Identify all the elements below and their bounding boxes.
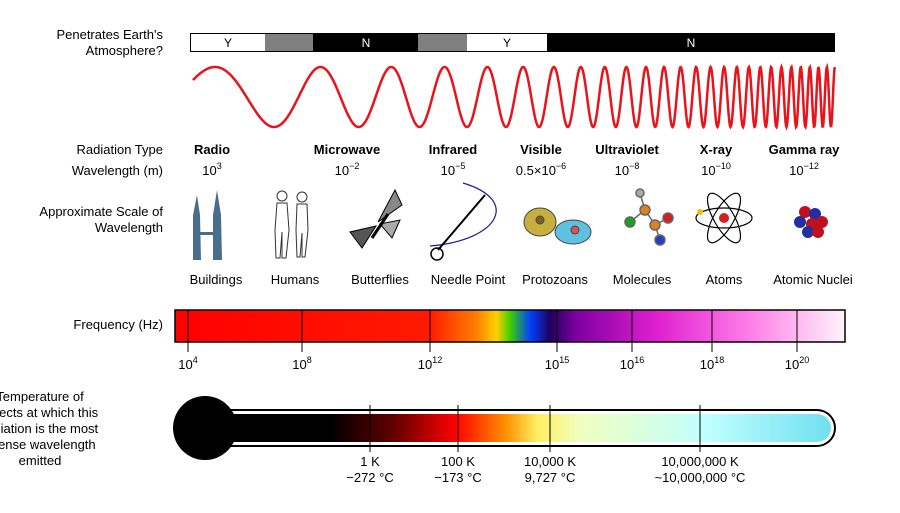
wavelength-base: 10 <box>614 163 630 178</box>
icon-molecule <box>624 188 674 246</box>
frequency-tick-base: 10 <box>619 357 635 372</box>
frequency-tick: 108 <box>292 355 312 373</box>
radiation-type-label: Radiation Type <box>76 142 164 157</box>
wavelength-base: 10 <box>334 163 350 178</box>
wavelength-exponent: 3 <box>216 161 222 171</box>
wavelength: 10−10 <box>701 161 731 179</box>
scale-item: Humans <box>270 272 320 287</box>
scale-item: Needle Point <box>430 272 506 287</box>
wavelength-exponent: −6 <box>555 161 567 171</box>
wavelength-exponent: −10 <box>715 161 731 171</box>
frequency-tick: 1015 <box>544 355 570 373</box>
frequency-tick: 1016 <box>619 355 645 373</box>
icon-needle <box>429 182 497 261</box>
temperature-celsius: −173 °C <box>434 470 482 485</box>
frequency-tick-exponent: 12 <box>432 355 443 365</box>
frequency-tick: 1012 <box>417 355 443 373</box>
frequency-tick-base: 10 <box>417 357 433 372</box>
frequency-tick-exponent: 20 <box>799 355 810 365</box>
wavelength-exponent: −8 <box>629 161 640 171</box>
frequency-tick-base: 10 <box>178 357 193 372</box>
icon-nucleus <box>794 206 828 238</box>
scale-item: Atomic Nuclei <box>773 272 853 287</box>
frequency-tick: 1018 <box>699 355 725 373</box>
radiation-type: Microwave <box>313 142 381 157</box>
frequency-tick: 1020 <box>784 355 810 373</box>
scale-item: Protozoans <box>522 272 588 287</box>
wavelength-base: 10 <box>440 163 456 178</box>
wavelength-base: 0.5×10 <box>515 163 556 178</box>
scale-label: Approximate Scale of Wavelength <box>39 204 163 235</box>
temperature-label: Temperature of objects at which this rad… <box>0 389 99 468</box>
icon-atom <box>695 192 753 244</box>
temperature-celsius: 9,727 °C <box>524 470 576 485</box>
radiation-type: Infrared <box>428 142 478 157</box>
frequency-tick-base: 10 <box>544 357 560 372</box>
frequency-tick-base: 10 <box>292 357 307 372</box>
scale-item: Butterflies <box>351 272 409 287</box>
frequency-bar <box>174 309 846 343</box>
wavelength-exponent: −2 <box>349 161 360 171</box>
temperature-celsius: −272 °C <box>346 470 394 485</box>
atmosphere-label: Penetrates Earth's Atmosphere? <box>56 27 163 58</box>
scale-item: Molecules <box>612 272 672 287</box>
wavelength-label: Wavelength (m) <box>71 163 163 178</box>
temperature-bar <box>173 396 836 460</box>
frequency-ticks <box>187 310 798 352</box>
wavelength: 10−2 <box>334 161 360 179</box>
frequency-tick-exponent: 16 <box>634 355 645 365</box>
wavelength: 0.5×10−6 <box>515 161 567 179</box>
frequency-label: Frequency (Hz) <box>73 317 163 332</box>
frequency-tick-base: 10 <box>699 357 715 372</box>
radiation-type: X-ray <box>699 142 733 157</box>
temperature-celsius: ~10,000,000 °C <box>654 470 746 485</box>
atmosphere-segment: Y <box>502 36 512 50</box>
radiation-type: Radio <box>193 142 231 157</box>
temperature-kelvin: 100 K <box>441 454 475 469</box>
wavelength-base: 10 <box>789 163 804 178</box>
temperature-ticks <box>369 405 701 452</box>
wavelength-exponent: −5 <box>455 161 466 171</box>
scale-item: Atoms <box>705 272 743 287</box>
radiation-type: Ultraviolet <box>595 142 659 157</box>
wave <box>192 62 837 131</box>
atmosphere-segment: Y <box>223 36 233 50</box>
atmosphere-segment: N <box>361 36 371 50</box>
scale-item: Buildings <box>189 272 243 287</box>
frequency-tick-base: 10 <box>784 357 800 372</box>
wavelength: 10−5 <box>440 161 466 179</box>
wavelength: 10−12 <box>789 161 819 179</box>
atmosphere-bar <box>190 33 835 52</box>
frequency-tick-exponent: 8 <box>306 355 312 365</box>
wavelength-base: 10 <box>701 163 716 178</box>
frequency-tick-exponent: 15 <box>559 355 570 365</box>
wavelength: 103 <box>202 161 222 179</box>
icon-humans <box>274 190 309 259</box>
frequency-tick-exponent: 4 <box>192 355 198 365</box>
temperature-kelvin: 10,000,000 K <box>661 454 739 469</box>
temperature-kelvin: 1 K <box>360 454 380 469</box>
frequency-tick-exponent: 18 <box>714 355 725 365</box>
atmosphere-segment: N <box>686 36 696 50</box>
icon-butterfly <box>349 188 403 249</box>
frequency-tick: 104 <box>178 355 198 373</box>
wavelength-exponent: −12 <box>803 161 819 171</box>
wavelength: 10−8 <box>614 161 640 179</box>
icon-protozoans <box>523 207 592 245</box>
radiation-type: Gamma ray <box>768 142 840 157</box>
icon-buildings <box>193 190 222 260</box>
wavelength-base: 10 <box>202 163 217 178</box>
temperature-kelvin: 10,000 K <box>523 454 577 469</box>
radiation-type: Visible <box>520 142 562 157</box>
